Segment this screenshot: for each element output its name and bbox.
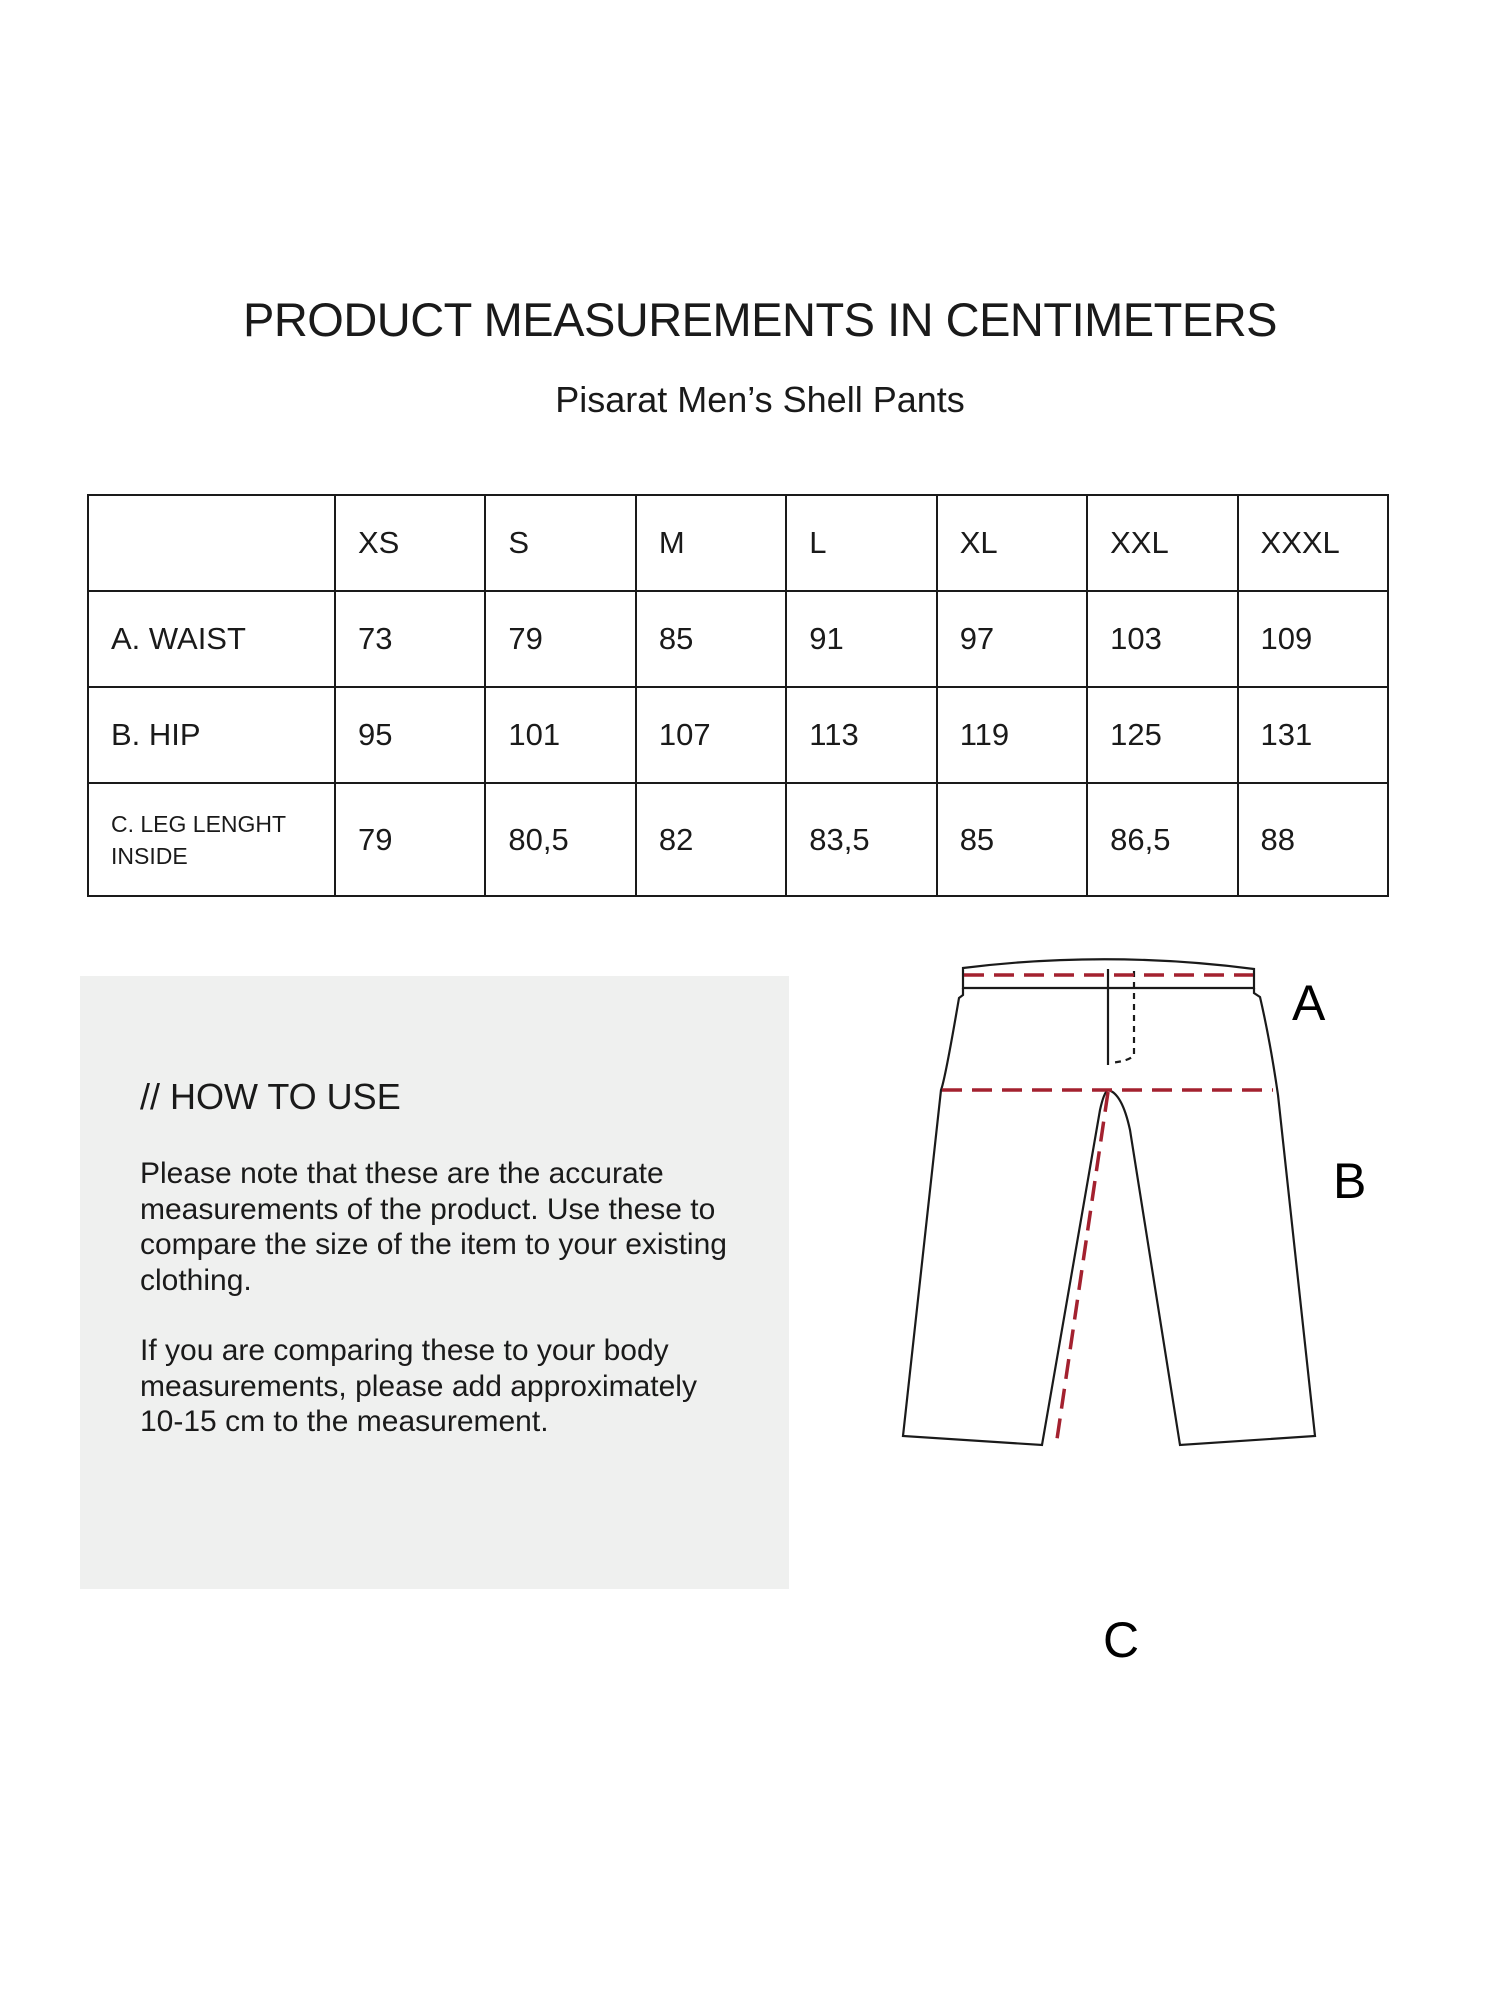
table-cell: 131	[1236, 686, 1390, 784]
size-header: XL	[935, 494, 1089, 592]
table-cell: 79	[484, 590, 637, 688]
table-cell: 85	[935, 782, 1089, 897]
table-cell: 113	[785, 686, 938, 784]
table-cell: 86,5	[1086, 782, 1239, 897]
table-cell: 80,5	[484, 782, 637, 897]
fly-stitch	[1109, 971, 1136, 1065]
waistband-outline	[961, 958, 1256, 990]
table-header-row: XS S M L XL XXL XXXL	[87, 494, 1390, 592]
table-row-leg-length: C. LEG LENGHT INSIDE 79 80,5 82 83,5 85 8…	[87, 782, 1390, 897]
row-label: C. LEG LENGHT INSIDE	[87, 782, 336, 897]
size-header: XS	[333, 494, 487, 592]
row-label: B. HIP	[87, 686, 336, 784]
table-cell: 91	[785, 590, 938, 688]
table-cell: 125	[1086, 686, 1239, 784]
how-to-use-heading: // HOW TO USE	[140, 1076, 401, 1117]
table-cell: 119	[935, 686, 1089, 784]
table-cell: 85	[634, 590, 788, 688]
table-row-waist: A. WAIST 73 79 85 91 97 103 109	[87, 590, 1390, 688]
table-cell: 107	[634, 686, 788, 784]
size-table: XS S M L XL XXL XXXL A. WAIST 73 79 85 9…	[87, 494, 1390, 897]
table-cell: 95	[333, 686, 487, 784]
table-cell: 109	[1236, 590, 1390, 688]
table-cell: 103	[1086, 590, 1239, 688]
how-to-use-paragraph: If you are comparing these to your body …	[140, 1334, 697, 1438]
product-name: Pisarat Men’s Shell Pants	[555, 379, 965, 420]
table-cell: 82	[634, 782, 788, 897]
table-cell: 88	[1236, 782, 1390, 897]
table-cell: 101	[484, 686, 637, 784]
size-header: XXXL	[1236, 494, 1390, 592]
page-title: PRODUCT MEASUREMENTS IN CENTIMETERS	[243, 293, 1278, 346]
row-label-line: C. LEG LENGHT	[111, 810, 287, 837]
label-b: B	[1333, 1153, 1366, 1209]
table-cell: 97	[935, 590, 1089, 688]
size-header: S	[484, 494, 637, 592]
row-label-line: INSIDE	[111, 842, 188, 869]
how-to-use-panel: // HOW TO USE Please note that these are…	[80, 976, 789, 1589]
size-header: M	[634, 494, 788, 592]
row-label: A. WAIST	[87, 590, 336, 688]
label-c: C	[1103, 1612, 1139, 1668]
inseam-measure-line	[1054, 1091, 1110, 1447]
table-cell: 83,5	[785, 782, 938, 897]
empty-header-cell	[87, 494, 336, 592]
table-cell: 79	[333, 782, 487, 897]
size-header: L	[785, 494, 938, 592]
table-cell: 73	[333, 590, 487, 688]
table-row-hip: B. HIP 95 101 107 113 119 125 131	[87, 686, 1390, 784]
how-to-use-paragraph: Please note that these are the accurate …	[140, 1157, 727, 1297]
size-header: XXL	[1086, 494, 1239, 592]
label-a: A	[1292, 975, 1326, 1031]
